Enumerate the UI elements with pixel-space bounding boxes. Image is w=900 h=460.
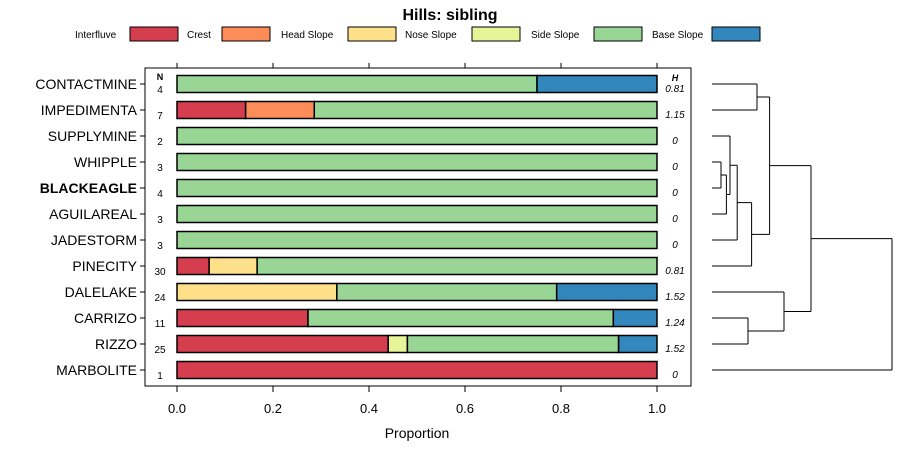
bar-segment-side-slope <box>176 152 658 172</box>
row-h-value: 0 <box>672 188 678 199</box>
row-label: CARRIZO <box>74 310 137 326</box>
row-label: AGUILAREAL <box>49 206 137 222</box>
x-tick-label-3: 0.6 <box>456 401 474 416</box>
bar-segment-side-slope <box>176 74 538 94</box>
bar-segment-head-slope <box>208 256 258 276</box>
row-n-value: 3 <box>157 215 163 226</box>
row-label: MARBOLITE <box>56 362 137 378</box>
bar-segment-side-slope <box>176 178 658 198</box>
row-h-value: 0 <box>672 136 678 147</box>
bar-segment-base-slope <box>536 74 658 94</box>
row-label: BLACKEAGLE <box>40 180 137 196</box>
legend-label-4: Side Slope <box>531 30 580 41</box>
legend-swatch-5 <box>711 26 761 42</box>
bar-segment-base-slope <box>612 308 658 328</box>
row-n-value: 3 <box>157 241 163 252</box>
row-n-value: 7 <box>157 111 163 122</box>
legend-label-1: Crest <box>187 30 211 41</box>
dendrogram <box>712 83 893 371</box>
row-n-value: 4 <box>157 189 163 200</box>
row-n-value: 11 <box>155 319 166 330</box>
bar-segment-interfluve <box>176 360 658 380</box>
bar-segment-crest <box>244 100 316 120</box>
n-header: N <box>157 72 164 82</box>
row-h-value: 0 <box>672 240 678 251</box>
row-label: PINECITY <box>72 258 137 274</box>
row-n-value: 4 <box>157 85 163 96</box>
bar-segment-interfluve <box>176 334 389 354</box>
bar-segment-interfluve <box>176 256 210 276</box>
row-n-value: 25 <box>154 345 166 356</box>
row-n-value: 24 <box>154 293 166 304</box>
bar-segment-interfluve <box>176 100 247 120</box>
row-h-value: 1.52 <box>665 344 685 355</box>
bar-segment-side-slope <box>176 230 658 250</box>
bar-segment-side-slope <box>307 308 615 328</box>
legend-swatch-0 <box>129 26 179 42</box>
bar-segment-side-slope <box>406 334 620 354</box>
legend-swatch-4 <box>593 26 643 42</box>
legend: Interfluve Crest Head Slope Nose Slope Side … <box>75 26 761 42</box>
bar-segment-side-slope <box>176 126 658 146</box>
x-tick-label-4: 0.8 <box>552 401 570 416</box>
row-h-value: 0.81 <box>665 266 684 277</box>
bar-segment-interfluve <box>176 308 309 328</box>
x-tick-label-5: 1.0 <box>648 401 666 416</box>
bar-segment-side-slope <box>313 100 658 120</box>
row-label: IMPEDIMENTA <box>41 102 138 118</box>
legend-label-3: Nose Slope <box>405 30 457 41</box>
plot-area: N H CONTACTMINE 4 0.81 IMPEDIMENTA 7 1.15 SUPPLY… <box>35 63 692 387</box>
row-n-value: 30 <box>154 267 166 278</box>
legend-label-0: Interfluve <box>75 30 117 41</box>
legend-swatch-1 <box>221 26 271 42</box>
h-header: H <box>672 73 679 83</box>
bar-segment-head-slope <box>176 282 338 302</box>
legend-swatch-3 <box>471 26 521 42</box>
bar-segment-side-slope <box>176 204 658 224</box>
row-label: SUPPLYMINE <box>48 128 137 144</box>
bar-segment-nose-slope <box>387 334 409 354</box>
row-n-value: 2 <box>157 137 163 148</box>
x-tick-label-0: 0.0 <box>168 401 186 416</box>
bar-segment-base-slope <box>617 334 658 354</box>
bar-segment-side-slope <box>336 282 558 302</box>
x-tick-label-1: 0.2 <box>264 401 282 416</box>
row-n-value: 1 <box>157 371 163 382</box>
row-h-value: 1.24 <box>665 318 685 329</box>
row-n-value: 3 <box>157 163 163 174</box>
row-h-value: 0.81 <box>665 84 684 95</box>
legend-swatch-2 <box>347 26 397 42</box>
row-label: RIZZO <box>95 336 137 352</box>
row-label: WHIPPLE <box>74 154 137 170</box>
bar-segment-side-slope <box>256 256 658 276</box>
row-h-value: 1.15 <box>665 110 685 121</box>
x-tick-label-2: 0.4 <box>360 401 378 416</box>
row-label: JADESTORM <box>51 232 137 248</box>
row-h-value: 0 <box>672 370 678 381</box>
row-label: DALELAKE <box>65 284 137 300</box>
x-axis-label: Proportion <box>385 425 450 441</box>
plot-frame <box>144 67 692 387</box>
bar-segment-base-slope <box>555 282 658 302</box>
legend-label-2: Head Slope <box>281 30 334 41</box>
x-axis: 0.0 0.2 0.4 0.6 0.8 1.0 <box>168 386 666 416</box>
legend-label-5: Base Slope <box>652 30 704 41</box>
row-h-value: 1.52 <box>665 292 685 303</box>
row-h-value: 0 <box>672 214 678 225</box>
chart-title: Hills: sibling <box>402 7 497 24</box>
row-h-value: 0 <box>672 162 678 173</box>
row-label: CONTACTMINE <box>35 76 137 92</box>
